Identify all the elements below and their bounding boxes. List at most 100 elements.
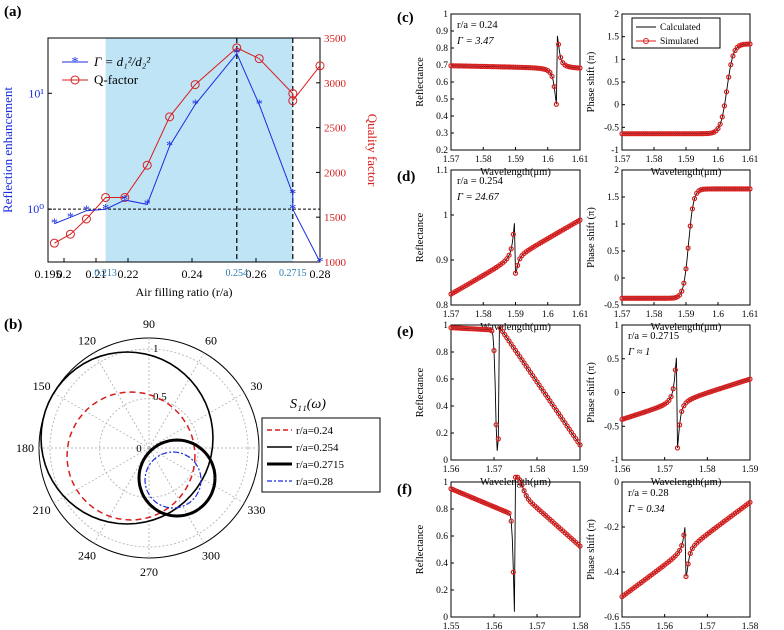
q-factor-point (288, 89, 298, 99)
simulated-point (512, 474, 519, 480)
ytick-label: -1 (611, 456, 619, 466)
q-factor-point (81, 214, 91, 224)
ytick-label: -0.4 (604, 568, 619, 578)
xtick-label: 1.58 (646, 155, 663, 165)
simulated-point (679, 288, 685, 294)
xtick-label: 0.26 (246, 267, 267, 281)
simulated-point (747, 186, 753, 192)
xtick-label: 1.6 (542, 310, 554, 320)
simulated-point (691, 195, 698, 202)
xlabel-c_right: Wavelength(μm) (651, 167, 722, 178)
xtick-label: 1.56 (443, 465, 460, 475)
angle-label: 300 (202, 548, 220, 562)
ytick-label: 1 (443, 211, 448, 221)
simulated-point (506, 510, 512, 516)
ylabel-left: Reflection enhancement (0, 87, 15, 213)
legend-b-label: r/a=0.2715 (296, 459, 345, 471)
xtick-label: 1.57 (529, 622, 546, 630)
annotation-c_left: r/a = 0.24 (457, 20, 498, 31)
simulated-point (558, 54, 564, 61)
q-factor-point (65, 229, 75, 239)
annotation2-c_left: Γ = 3.47 (456, 36, 494, 47)
ytick-label: 1 (614, 55, 619, 65)
gamma-point: * (192, 98, 199, 113)
legend-box-b (261, 417, 381, 493)
q-factor-point (288, 96, 298, 106)
simulated-point (679, 542, 685, 549)
ytick-right-label: 1500 (324, 212, 347, 224)
ytick-label: 1.5 (607, 33, 619, 43)
xtick-label: 1.55 (443, 622, 460, 630)
gamma-point: * (83, 204, 90, 219)
simulated-point (745, 186, 751, 192)
ylabel-c_right: Phase shift (π) (586, 51, 597, 112)
xtick-label: 0.195 (35, 267, 62, 281)
simulated-point (719, 114, 725, 120)
q-factor-point (165, 112, 175, 122)
xtick-label: 1.59 (507, 310, 524, 320)
panel-label-a: (a) (4, 4, 22, 20)
xtick-label: 1.61 (572, 155, 589, 165)
xtick-label: 0.24 (182, 267, 203, 281)
ytick-right-label: 3000 (324, 78, 347, 90)
simulated-point (672, 367, 678, 373)
simulated-point (723, 89, 730, 95)
ytick-label: 0.5 (607, 247, 619, 257)
ytick-label: 0 (614, 101, 619, 111)
ytick-label: 0 (443, 613, 448, 623)
annotation-f_right: r/a = 0.28 (628, 488, 669, 499)
gamma-point: * (289, 187, 296, 202)
simulated-point (577, 217, 583, 223)
angle-label: 240 (78, 548, 96, 562)
simulated-point (717, 121, 723, 127)
ylabel-e_right: Phase shift (π) (586, 362, 597, 423)
gamma-point: * (144, 197, 151, 212)
axes-e_right (621, 324, 751, 461)
simulated-point (484, 327, 491, 333)
ylabel-d_left: Reflectance (415, 212, 426, 262)
xtick-label: 0.21 (86, 267, 107, 281)
annotation2-e_right: Γ ≈ 1 (627, 347, 650, 358)
xtick-label: 0.22 (118, 267, 139, 281)
ytick-label: 2 (614, 166, 619, 176)
gamma-point: * (256, 98, 263, 113)
panel-label-d: (d) (397, 169, 415, 185)
simulated-point (555, 41, 562, 48)
ytick-right-label: 1000 (324, 257, 347, 269)
gamma-point: * (51, 217, 58, 232)
ylabel-d_right: Phase shift (π) (586, 207, 597, 268)
legend-q-label: Q-factor (94, 72, 139, 87)
legend-q-marker (70, 75, 80, 85)
curve-0.2715 (137, 438, 217, 518)
xtick-label: 1.61 (572, 310, 589, 320)
xlabel-d_left: Wavelength(μm) (480, 322, 551, 333)
xtick-label: 1.61 (742, 155, 759, 165)
angle-label: 210 (33, 503, 51, 517)
calculated-curve-e_right (621, 357, 751, 448)
xtick-label: 1.6 (712, 310, 724, 320)
simulated-point (506, 252, 512, 258)
ytick-right-label: 2000 (324, 167, 347, 179)
polar-spoke (53, 447, 150, 504)
ytick-label: 0.8 (436, 505, 448, 515)
ytick-label: 0.7 (436, 61, 448, 71)
simulated-point (726, 74, 732, 80)
legend-calc-label: Calculated (660, 23, 701, 33)
ytick-label: 0.9 (436, 256, 448, 266)
ytick-label: 0.5 (436, 95, 448, 105)
simulated-point (515, 262, 521, 268)
angle-label: 270 (140, 565, 158, 579)
gamma-point: * (233, 47, 240, 62)
simulated-point (508, 518, 514, 524)
simulated-point (495, 436, 501, 442)
curve-0.24 (66, 391, 196, 521)
xtick-label: 1.58 (475, 310, 492, 320)
ytick-right-label: 3500 (324, 33, 347, 45)
xtick-label: 1.57 (614, 310, 631, 320)
simulated-point (504, 256, 510, 262)
simulated-point (747, 376, 753, 382)
ytick-label: 0.5 (607, 78, 619, 88)
angle-label: 150 (33, 379, 51, 393)
simulated-point (491, 347, 497, 354)
